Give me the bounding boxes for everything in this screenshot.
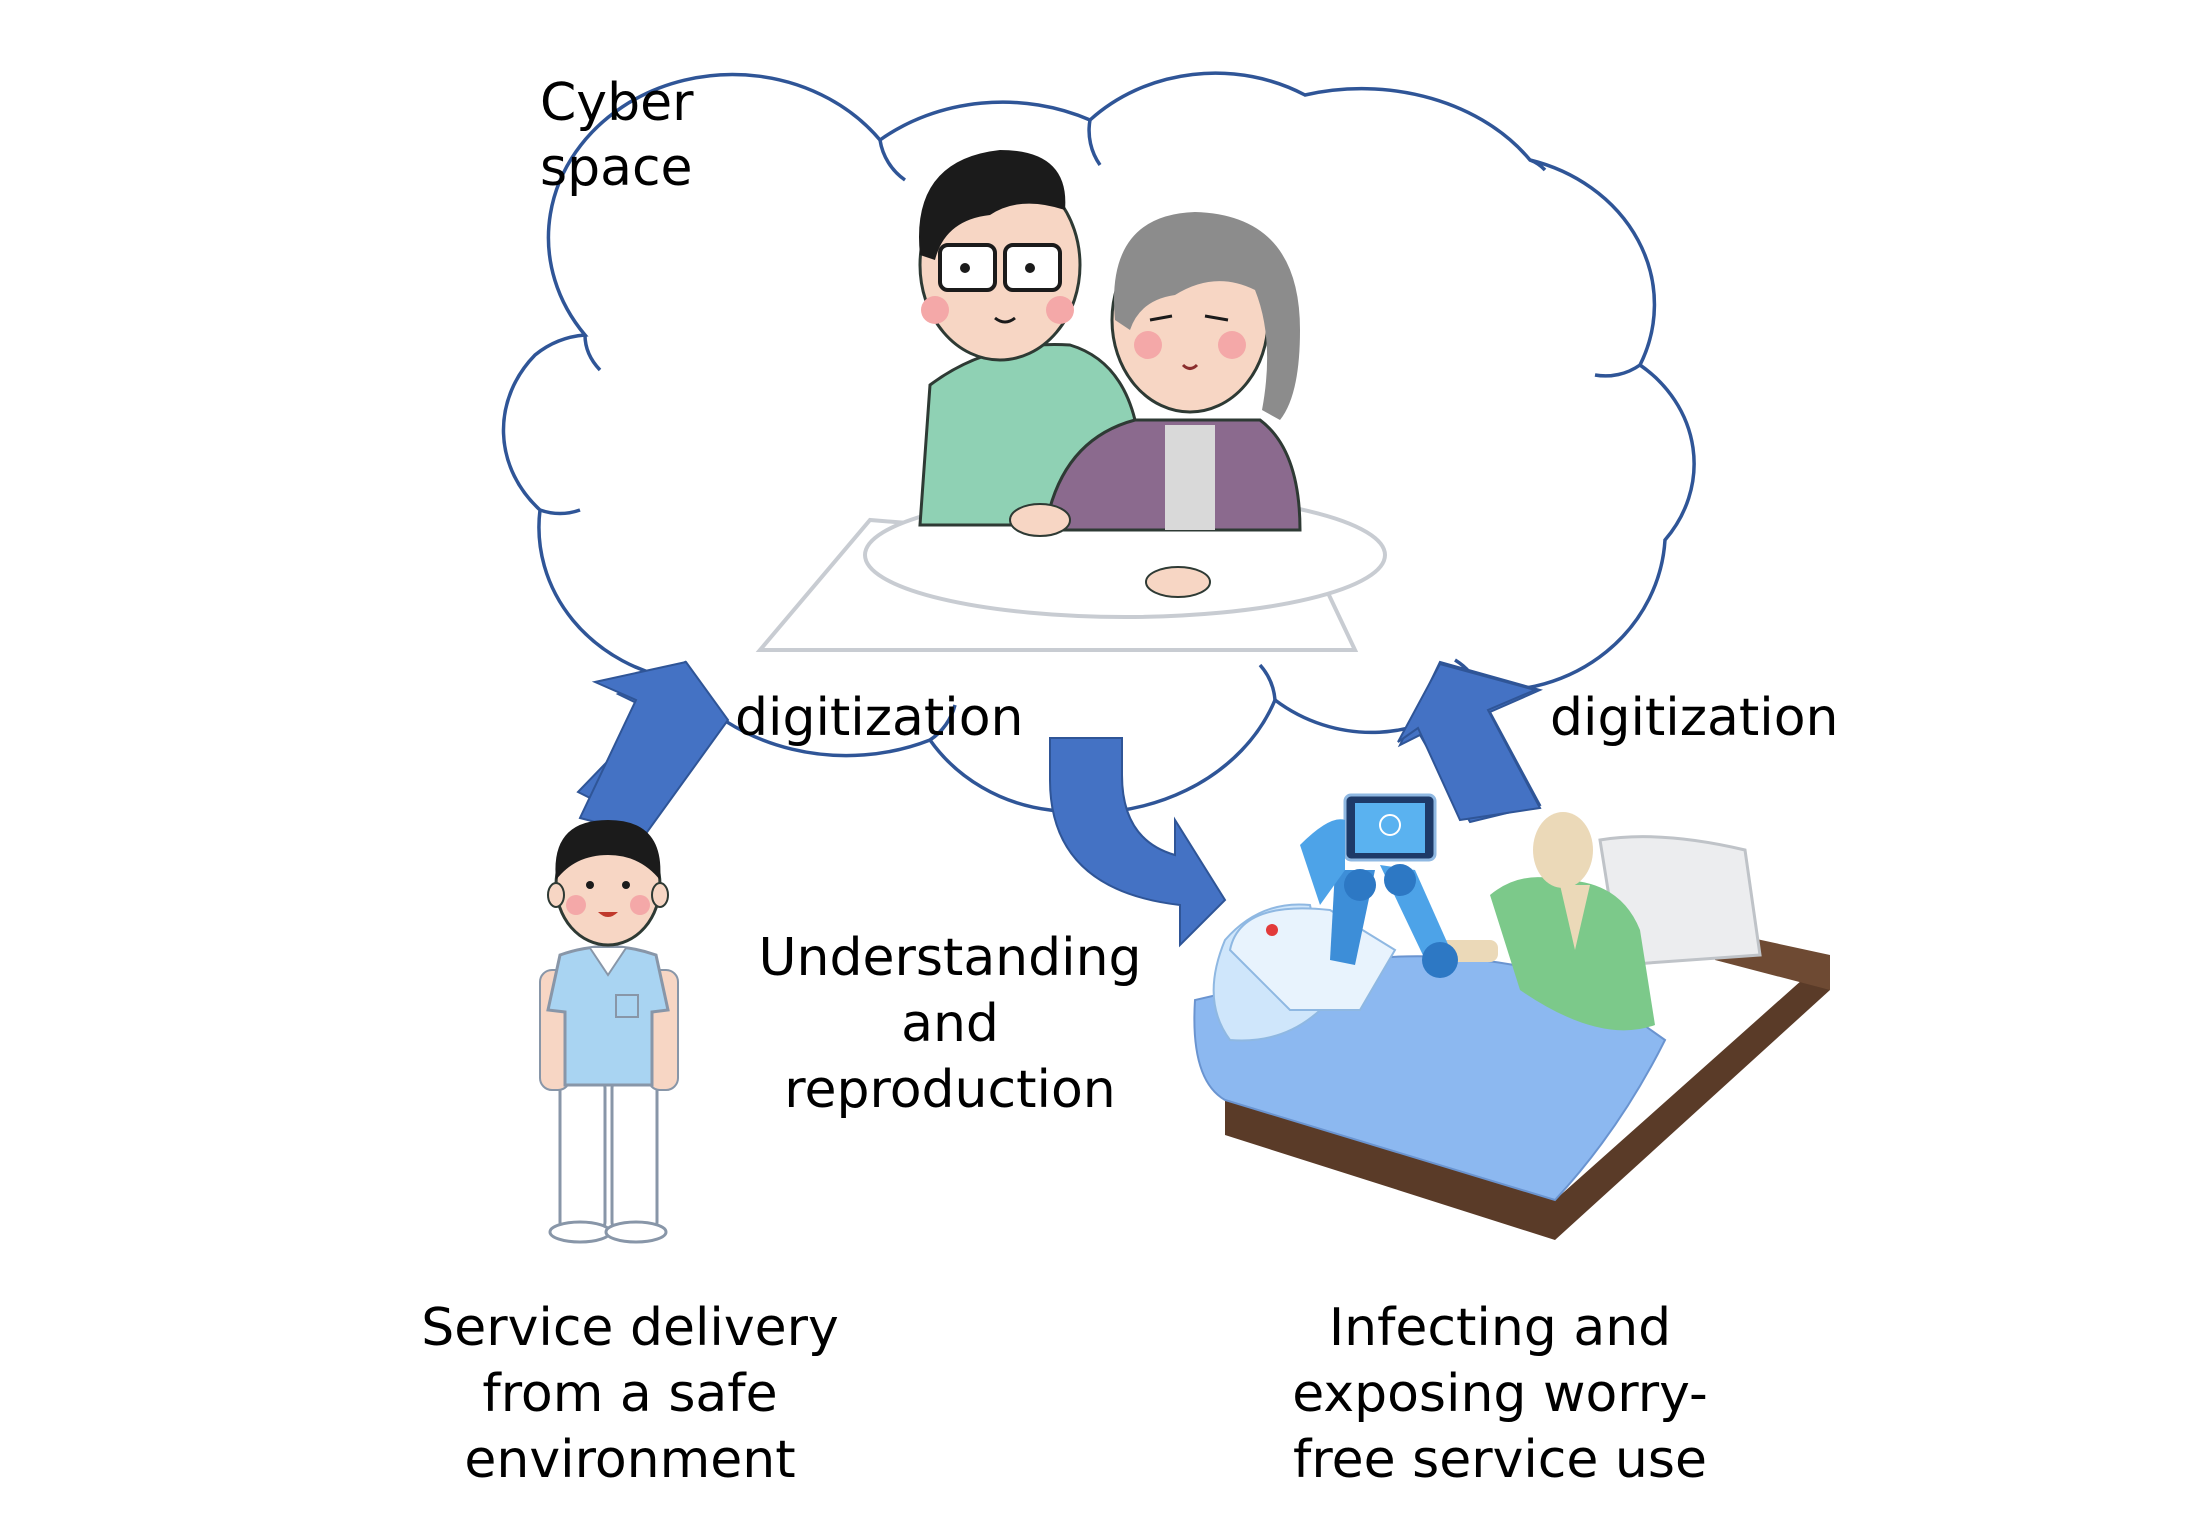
right-caption-line-1: Infecting and (1328, 1298, 1672, 1358)
right-digitization-label: digitization (1550, 688, 1839, 748)
right-caption: Infecting and exposing worry- free servi… (1230, 1295, 1770, 1493)
right-caption-line-2: exposing worry- (1292, 1364, 1708, 1424)
caregiver-and-elder-illustration (755, 150, 1387, 652)
left-caption-line-2: from a safe (482, 1364, 778, 1424)
nurse-illustration (539, 820, 679, 1244)
understanding-reproduction-label: Understanding and reproduction (700, 925, 1200, 1123)
left-caption-line-1: Service delivery (421, 1298, 839, 1358)
understanding-line-1: Understanding (758, 928, 1142, 988)
cyber-space-label-line1: Cyber (540, 73, 694, 133)
left-digitization-label: digitization (735, 688, 1024, 748)
right-digitization-arrow (1397, 660, 1543, 824)
right-caption-line-3: free service use (1293, 1430, 1707, 1490)
left-caption-line-3: environment (464, 1430, 796, 1490)
left-digitization-arrow (576, 660, 730, 837)
robot-bed-illustration (1193, 793, 1830, 1240)
understanding-reproduction-arrow (1049, 737, 1227, 948)
understanding-line-2: and (901, 994, 999, 1054)
left-caption: Service delivery from a safe environment (365, 1295, 895, 1493)
cyber-space-label-line2: space (540, 138, 693, 198)
understanding-line-3: reproduction (784, 1060, 1116, 1120)
